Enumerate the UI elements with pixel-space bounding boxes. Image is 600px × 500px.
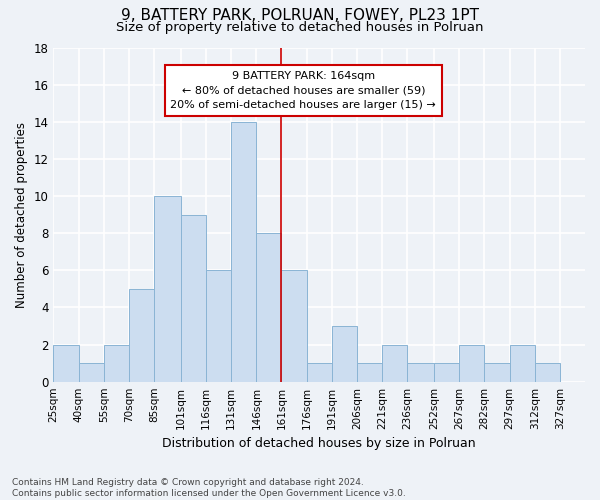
Bar	[53, 344, 79, 382]
Bar	[79, 363, 104, 382]
Bar	[256, 233, 281, 382]
Text: Size of property relative to detached houses in Polruan: Size of property relative to detached ho…	[116, 22, 484, 35]
Bar	[407, 363, 434, 382]
Bar	[154, 196, 181, 382]
Bar	[484, 363, 509, 382]
Bar	[231, 122, 256, 382]
Bar	[281, 270, 307, 382]
Text: 9, BATTERY PARK, POLRUAN, FOWEY, PL23 1PT: 9, BATTERY PARK, POLRUAN, FOWEY, PL23 1P…	[121, 8, 479, 22]
Bar	[459, 344, 484, 382]
Bar	[332, 326, 357, 382]
Bar	[357, 363, 382, 382]
Bar	[382, 344, 407, 382]
Bar	[181, 214, 206, 382]
Text: 9 BATTERY PARK: 164sqm
← 80% of detached houses are smaller (59)
20% of semi-det: 9 BATTERY PARK: 164sqm ← 80% of detached…	[170, 71, 436, 110]
Text: Contains HM Land Registry data © Crown copyright and database right 2024.
Contai: Contains HM Land Registry data © Crown c…	[12, 478, 406, 498]
Bar	[206, 270, 231, 382]
X-axis label: Distribution of detached houses by size in Polruan: Distribution of detached houses by size …	[163, 437, 476, 450]
Bar	[104, 344, 129, 382]
Bar	[509, 344, 535, 382]
Bar	[535, 363, 560, 382]
Bar	[434, 363, 459, 382]
Y-axis label: Number of detached properties: Number of detached properties	[15, 122, 28, 308]
Bar	[129, 289, 154, 382]
Bar	[307, 363, 332, 382]
